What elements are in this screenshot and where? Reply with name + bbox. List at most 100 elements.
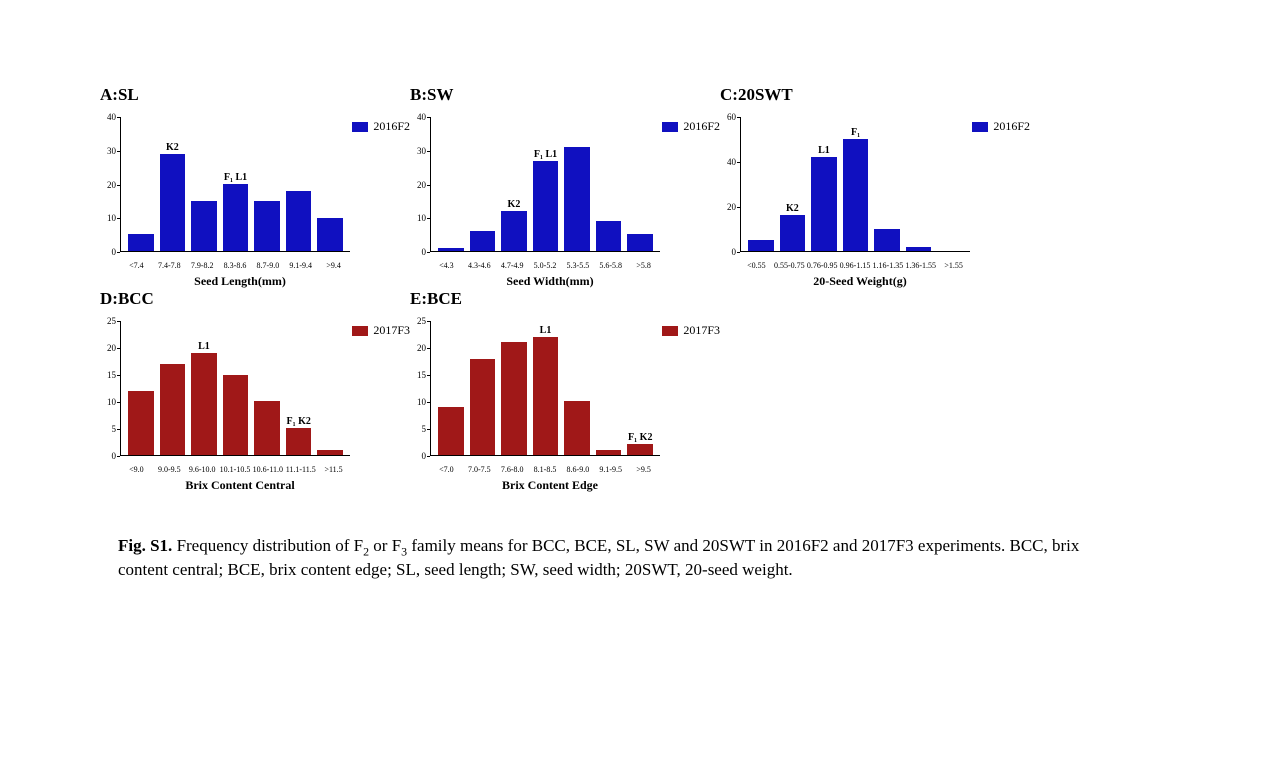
x-label: 8.6-9.0 [561, 465, 594, 474]
bar-annotation: L1 [818, 145, 830, 156]
x-label: 7.9-8.2 [186, 261, 219, 270]
y-tick: 20 [727, 202, 736, 212]
y-tick: 15 [107, 370, 116, 380]
y-tick: 5 [112, 424, 117, 434]
x-label: 7.4-7.8 [153, 261, 186, 270]
panel-c-chart: 2016F2 0204060 K2L1F₁ <0.550.55-0.750.76… [720, 107, 1000, 272]
panel-b-legend-label: 2016F2 [683, 119, 720, 134]
y-tick: 0 [422, 247, 427, 257]
x-label: 8.3-8.6 [219, 261, 252, 270]
y-tick: 10 [417, 213, 426, 223]
panel-d-legend: 2017F3 [352, 323, 410, 338]
panel-a-yticks: 010203040 [100, 117, 120, 252]
bar [438, 248, 464, 251]
bar [317, 450, 343, 455]
panel-a-chart: 2016F2 010203040 K2F₁ L1 <7.47.4-7.87.9-… [100, 107, 380, 272]
bar: F₁ K2 [627, 444, 653, 455]
panel-d-legend-swatch [352, 326, 368, 336]
x-label: <9.0 [120, 465, 153, 474]
panel-c-legend-swatch [972, 122, 988, 132]
panel-e-yticks: 0510152025 [410, 321, 430, 456]
panel-a: A:SL 2016F2 010203040 K2F₁ L1 <7.47.4-7.… [100, 85, 380, 289]
caption-prefix: Fig. S1. [118, 536, 172, 555]
y-tick: 0 [112, 451, 117, 461]
y-tick: 60 [727, 112, 736, 122]
panel-a-xtitle: Seed Length(mm) [100, 274, 380, 289]
bar [470, 231, 496, 251]
bar: F₁ [843, 139, 869, 251]
panel-b-title: B:SW [410, 85, 690, 105]
x-label: 5.3-5.5 [561, 261, 594, 270]
bar: F₁ L1 [223, 184, 249, 251]
bar: L1 [191, 353, 217, 455]
x-label: >9.4 [317, 261, 350, 270]
panel-e: E:BCE 2017F3 0510152025 L1F₁ K2 <7.07.0-… [410, 289, 690, 493]
panel-e-title: E:BCE [410, 289, 690, 309]
caption-t2: or F [369, 536, 401, 555]
x-label: 9.1-9.5 [594, 465, 627, 474]
x-label: 8.1-8.5 [529, 465, 562, 474]
bar [470, 359, 496, 455]
x-label: 11.1-11.5 [284, 465, 317, 474]
bar [596, 221, 622, 251]
x-label: <7.4 [120, 261, 153, 270]
x-label: 9.0-9.5 [153, 465, 186, 474]
x-label: >1.55 [937, 261, 970, 270]
panel-b-legend-swatch [662, 122, 678, 132]
bar [564, 401, 590, 455]
bar [438, 407, 464, 455]
x-label: 0.55-0.75 [773, 261, 806, 270]
panel-c-title: C:20SWT [720, 85, 1000, 105]
x-label: 4.7-4.9 [496, 261, 529, 270]
bar [223, 375, 249, 455]
x-label: 4.3-4.6 [463, 261, 496, 270]
panel-c: C:20SWT 2016F2 0204060 K2L1F₁ <0.550.55-… [720, 85, 1000, 289]
y-tick: 40 [107, 112, 116, 122]
y-tick: 30 [107, 146, 116, 156]
panel-d: D:BCC 2017F3 0510152025 L1F₁ K2 <9.09.0-… [100, 289, 380, 493]
y-tick: 20 [107, 343, 116, 353]
y-tick: 30 [417, 146, 426, 156]
panel-d-chart: 2017F3 0510152025 L1F₁ K2 <9.09.0-9.59.6… [100, 311, 380, 476]
bar [748, 240, 774, 251]
x-label: 9.1-9.4 [284, 261, 317, 270]
panel-a-legend: 2016F2 [352, 119, 410, 134]
bar: L1 [533, 337, 559, 455]
bar: L1 [811, 157, 837, 251]
y-tick: 10 [107, 397, 116, 407]
bar [317, 218, 343, 252]
y-tick: 0 [732, 247, 737, 257]
panel-b-chart: 2016F2 010203040 K2F₁ L1 <4.34.3-4.64.7-… [410, 107, 690, 272]
bar-annotation: L1 [540, 325, 552, 336]
bar-annotation: F₁ K2 [628, 432, 652, 443]
panel-b: B:SW 2016F2 010203040 K2F₁ L1 <4.34.3-4.… [410, 85, 690, 289]
panel-d-bars: L1 F₁ K2 [121, 321, 350, 455]
chart-row-2: D:BCC 2017F3 0510152025 L1F₁ K2 <9.09.0-… [100, 289, 1000, 493]
x-label: 0.76-0.95 [806, 261, 839, 270]
panel-b-legend: 2016F2 [662, 119, 720, 134]
y-tick: 20 [107, 180, 116, 190]
x-label: 0.96-1.15 [839, 261, 872, 270]
bar: F₁ K2 [286, 428, 312, 455]
x-label: 1.16-1.35 [871, 261, 904, 270]
panel-d-legend-label: 2017F3 [373, 323, 410, 338]
panel-a-legend-label: 2016F2 [373, 119, 410, 134]
panel-d-title: D:BCC [100, 289, 380, 309]
panel-e-bars: L1 F₁ K2 [431, 321, 660, 455]
bar [254, 201, 280, 251]
y-tick: 25 [107, 316, 116, 326]
bar-annotation: L1 [198, 341, 210, 352]
panel-e-legend-swatch [662, 326, 678, 336]
bar [906, 247, 932, 251]
panel-c-xlabels: <0.550.55-0.750.76-0.950.96-1.151.16-1.3… [740, 261, 970, 270]
bar [254, 401, 280, 455]
bar: F₁ L1 [533, 161, 559, 251]
x-label: 5.6-5.8 [594, 261, 627, 270]
bar-annotation: F₁ K2 [286, 416, 310, 427]
y-tick: 20 [417, 180, 426, 190]
x-label: 7.0-7.5 [463, 465, 496, 474]
y-tick: 40 [727, 157, 736, 167]
panel-b-plot: K2F₁ L1 [430, 117, 660, 252]
bar [564, 147, 590, 251]
panel-e-xtitle: Brix Content Edge [410, 478, 690, 493]
